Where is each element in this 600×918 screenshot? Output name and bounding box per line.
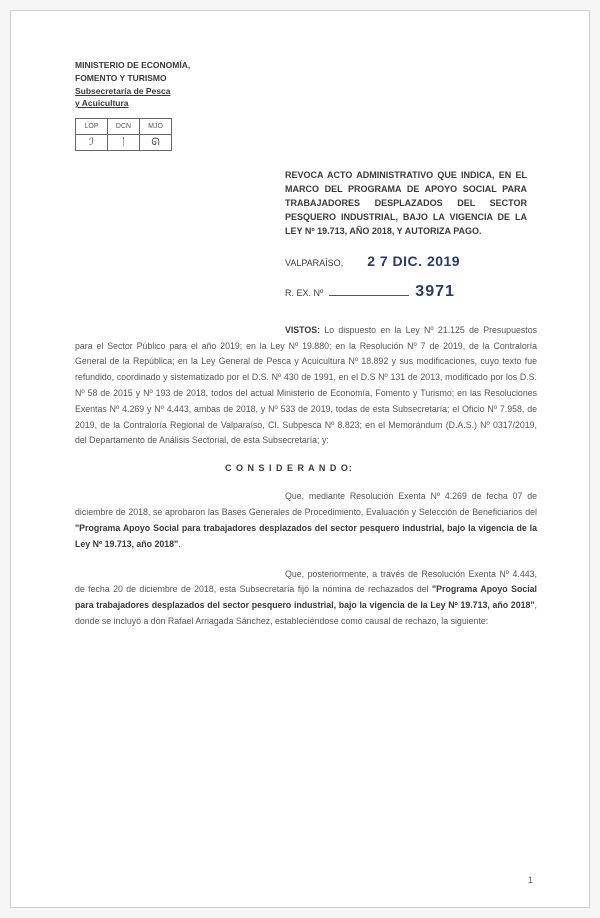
resolution-title: REVOCA ACTO ADMINISTRATIVO QUE INDICA, E… <box>285 169 527 239</box>
considerando-para-1: Que, mediante Resolución Exenta Nº 4.269… <box>75 489 537 552</box>
rex-label: R. EX. Nº <box>285 288 323 298</box>
ministry-header: MINISTERIO DE ECONOMÍA, FOMENTO Y TURISM… <box>75 59 537 110</box>
stamp-header-3: MJO <box>140 119 172 135</box>
location-date-row: VALPARAÍSO, 2 7 DIC. 2019 <box>285 253 537 269</box>
vistos-body: Lo dispuesto en la Ley Nº 21.125 de Pres… <box>75 325 537 446</box>
para1-end: . <box>178 539 180 549</box>
stamp-header-1: LOP <box>76 119 108 135</box>
stamp-signature-3: ᘏ <box>140 135 172 151</box>
ministry-line-1: MINISTERIO DE ECONOMÍA, <box>75 59 537 72</box>
para1-bold: "Programa Apoyo Social para trabajadores… <box>75 523 537 549</box>
para1-lead: Que, mediante Resolución Exenta Nº 4.269… <box>285 491 486 501</box>
stamp-header-2: DCN <box>108 119 140 135</box>
stamp-signature-1: ℐ <box>76 135 108 151</box>
document-page: MINISTERIO DE ECONOMÍA, FOMENTO Y TURISM… <box>10 10 590 908</box>
stamped-date: 2 7 DIC. 2019 <box>367 253 460 269</box>
location-label: VALPARAÍSO, <box>285 258 343 268</box>
approval-stamp-table: LOP DCN MJO ℐ ᛙ ᘏ <box>75 118 172 151</box>
ministry-line-3: Subsecretaría de Pesca <box>75 85 537 98</box>
para2-lead: Que, posteriormente, a través de Resoluc… <box>285 569 469 579</box>
page-number: 1 <box>528 875 533 885</box>
ministry-line-4: y Acuicultura <box>75 97 537 110</box>
considerando-heading: C O N S I D E R A N D O: <box>225 463 537 473</box>
rex-number: 3971 <box>415 283 455 301</box>
stamp-signature-2: ᛙ <box>108 135 140 151</box>
ministry-line-2: FOMENTO Y TURISMO <box>75 72 537 85</box>
resolution-number-row: R. EX. Nº 3971 <box>285 283 537 301</box>
vistos-paragraph: VISTOS: Lo dispuesto en la Ley Nº 21.125… <box>75 323 537 450</box>
considerando-para-2: Que, posteriormente, a través de Resoluc… <box>75 567 537 630</box>
rex-blank-line <box>329 286 409 296</box>
vistos-lead: VISTOS: <box>285 325 320 335</box>
